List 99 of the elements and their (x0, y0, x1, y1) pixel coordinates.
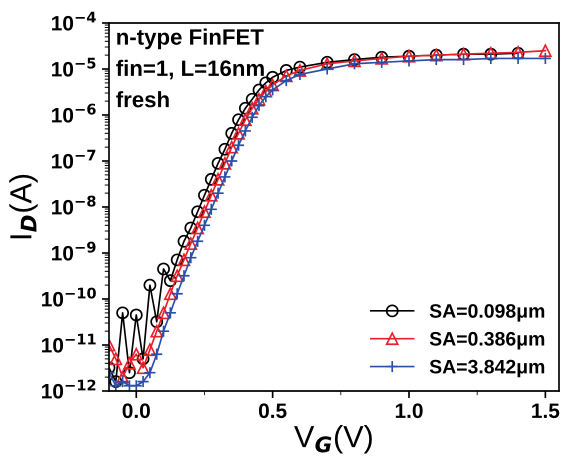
point (150, 315, 164, 328)
point (204, 202, 218, 216)
x-tick-label: 0.0 (122, 403, 150, 418)
point (232, 126, 245, 140)
point (402, 54, 416, 68)
point (157, 262, 170, 276)
point (164, 274, 177, 288)
y-tick-label: 10$^{−10}$ (42, 288, 96, 307)
point (238, 124, 252, 138)
point (191, 234, 204, 248)
y-tick-label: 10$^{−5}$ (52, 58, 96, 77)
point (191, 222, 204, 234)
point (198, 188, 211, 202)
point (164, 287, 177, 300)
point (157, 306, 170, 320)
point (144, 343, 156, 356)
annotation: fresh (116, 91, 169, 108)
point (225, 154, 238, 168)
y-tick-label: 10$^{−8}$ (52, 196, 96, 215)
point (238, 102, 252, 115)
point (116, 306, 130, 320)
point (130, 308, 143, 322)
point (232, 138, 245, 152)
point (238, 113, 252, 126)
point (538, 44, 552, 58)
point (150, 324, 164, 338)
legend-label: SA=0.386μm (430, 332, 544, 350)
point (320, 62, 334, 76)
point (259, 76, 272, 90)
point (375, 56, 388, 69)
y-tick-label: 10$^{−6}$ (52, 104, 96, 123)
point (164, 306, 177, 320)
x-tick-label: 1.0 (396, 403, 423, 418)
point (252, 84, 266, 96)
y-tick-label: 10$^{−12}$ (42, 380, 96, 399)
legend-label: SA=3.842μm (430, 360, 544, 378)
point (225, 140, 238, 154)
legend-label: SA=0.098μm (430, 304, 544, 322)
point (218, 156, 232, 170)
point (150, 348, 164, 361)
point (198, 218, 211, 232)
point (170, 253, 184, 266)
point (170, 269, 184, 282)
point (123, 356, 136, 370)
x-axis-title: V$_{G}$(V) (294, 425, 372, 454)
point (170, 287, 184, 300)
point (130, 348, 143, 361)
point (246, 110, 259, 124)
point (212, 172, 224, 186)
point (252, 92, 266, 106)
point (178, 234, 190, 248)
point (266, 70, 280, 84)
point (109, 375, 122, 388)
point (184, 222, 198, 234)
point (204, 188, 218, 202)
x-tick-label: 0.5 (258, 403, 287, 418)
point (457, 53, 470, 66)
point (280, 74, 293, 87)
point (157, 324, 170, 338)
point (348, 57, 361, 70)
point (266, 78, 280, 92)
point (280, 69, 293, 82)
point (212, 156, 224, 170)
x-tick-label: 1.5 (532, 404, 560, 418)
point (538, 52, 552, 65)
point (184, 237, 198, 250)
point (246, 92, 259, 106)
point (294, 60, 306, 74)
y-axis-title: I$_{D}$(A) (9, 174, 38, 238)
point (144, 278, 156, 292)
point (178, 269, 190, 282)
point (109, 352, 122, 366)
point (212, 186, 224, 200)
y-tick-label: 10$^{−9}$ (52, 242, 96, 261)
y-tick-label: 10$^{−11}$ (42, 334, 96, 353)
point (484, 52, 498, 65)
annotation: n-type FinFET (117, 28, 264, 50)
point (204, 172, 218, 186)
annotation: fin=1, L=16nm (116, 60, 264, 80)
point (294, 68, 306, 81)
point (430, 53, 443, 66)
point (225, 126, 238, 140)
point (246, 102, 259, 115)
y-tick-label: 10$^{−7}$ (52, 150, 96, 169)
point (232, 113, 245, 126)
point (178, 253, 190, 266)
point (218, 170, 232, 184)
point (136, 352, 150, 366)
point (218, 142, 232, 156)
point (191, 205, 204, 218)
point (280, 64, 293, 77)
point (512, 52, 524, 65)
y-tick-label: 10$^{−4}$ (52, 12, 96, 31)
point (116, 370, 130, 384)
point (123, 366, 136, 380)
point (136, 361, 150, 374)
point (294, 64, 306, 77)
point (198, 205, 211, 218)
point (184, 251, 198, 264)
